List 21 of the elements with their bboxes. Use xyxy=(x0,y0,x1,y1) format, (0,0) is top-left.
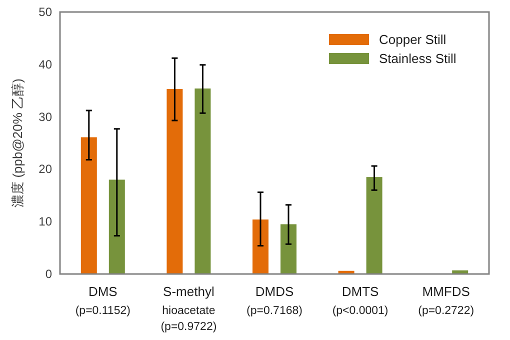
y-tick-label: 30 xyxy=(38,110,52,124)
bar xyxy=(80,137,97,274)
x-tick-label: DMDS (p=0.7168) xyxy=(246,284,303,317)
y-tick-label: 20 xyxy=(38,162,52,176)
legend-label: Stainless Still xyxy=(379,51,456,66)
legend-label: Copper Still xyxy=(379,32,446,47)
x-tick-label: DMTS (p<0.0001) xyxy=(332,284,388,317)
x-tick-label: DMS (p=0.1152) xyxy=(75,284,131,317)
y-tick-label: 0 xyxy=(45,267,52,281)
bar xyxy=(280,224,296,274)
bar xyxy=(194,88,211,274)
y-tick-label: 50 xyxy=(38,5,52,19)
bar xyxy=(108,180,125,274)
bar xyxy=(252,220,268,274)
x-tick-label: MMFDS (p=0.2722) xyxy=(418,284,474,317)
y-tick-label: 10 xyxy=(38,214,52,229)
bar xyxy=(166,89,183,274)
y-axis-title: 濃度 (ppb@20% 乙醇) xyxy=(10,78,25,208)
x-tick-label: S-methyl hioacetate (p=0.9722) xyxy=(160,284,217,333)
y-tick-label: 40 xyxy=(38,57,52,72)
bar xyxy=(366,177,382,274)
